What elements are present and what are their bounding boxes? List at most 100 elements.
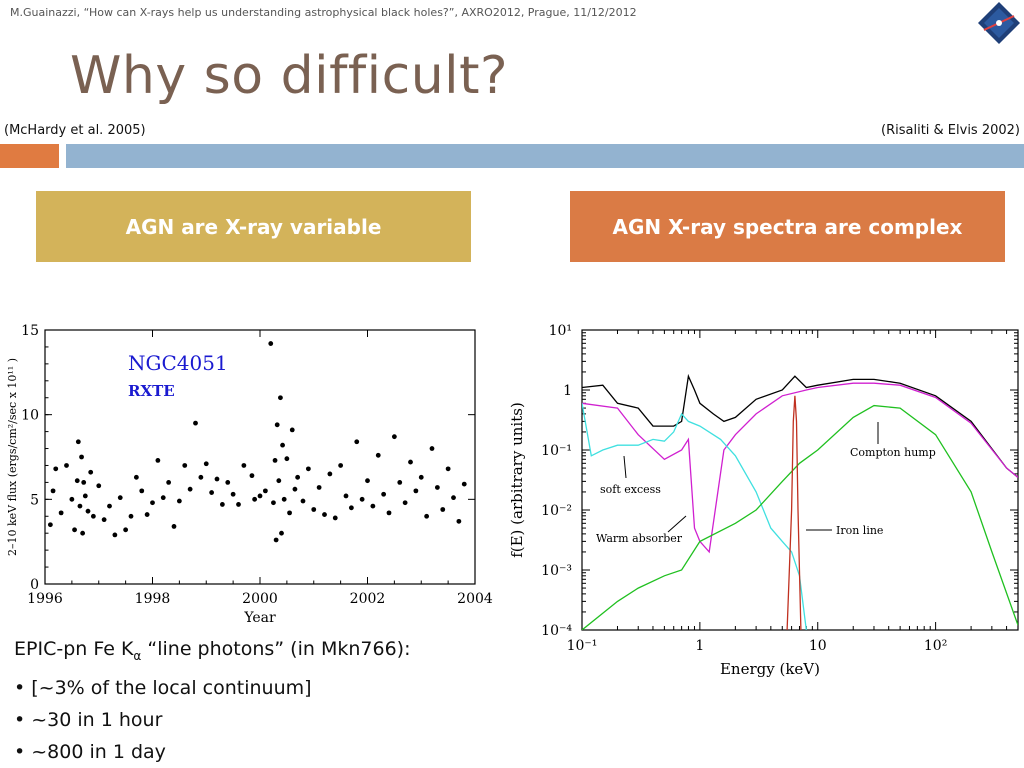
data-point [257,493,263,499]
accent-bar-blue [66,144,1024,168]
box-variability-label: AGN are X-ray variable [125,214,382,239]
box-variability: AGN are X-ray variable [36,191,471,262]
data-point [81,480,87,485]
data-point [53,466,59,472]
data-point [348,505,354,511]
y-tick-label: 1 [563,383,572,399]
data-point [176,498,182,504]
data-point [391,434,397,440]
data-point [271,500,276,506]
data-point [300,498,306,504]
data-point [85,508,91,514]
data-point [139,488,145,494]
data-point [144,512,150,517]
data-point [311,507,317,512]
data-point [225,480,231,485]
x-tick-label: 10⁻¹ [567,638,598,654]
data-point [252,496,258,502]
annotation-arrow [667,515,687,533]
data-point [82,493,88,499]
data-point [69,496,75,502]
data-point [429,446,435,451]
data-point [274,422,280,428]
spectrum-series-line [582,403,807,630]
data-point [249,473,255,479]
x-tick-label: 2002 [350,591,386,607]
data-point [365,478,370,484]
data-point [193,420,198,426]
data-point [117,495,123,501]
data-point [338,463,344,468]
data-point [418,474,424,480]
bullet-intro: EPIC-pn Fe Kα “line photons” (in Mkn766)… [14,633,410,672]
box-spectra: AGN X-ray spectra are complex [570,191,1005,262]
data-point [434,485,440,490]
data-point [281,496,287,502]
data-point [203,461,209,467]
data-point [440,507,446,512]
data-point [287,510,292,516]
data-point [276,478,282,484]
logo [976,0,1022,46]
data-point [214,476,220,482]
data-point [461,481,467,487]
data-point [47,522,53,528]
data-point [74,478,80,484]
data-point [155,457,161,463]
data-point [280,442,285,448]
data-point [456,518,462,524]
lightcurve-chart: 1996 1998 2000 2002 2004 0 5 10 15 Year 2–10 keV f… [0,318,500,628]
bullet-item: • ~30 in 1 hour [14,708,163,731]
data-point [402,500,408,506]
header-citation: M.Guainazzi, “How can X-rays help us und… [10,6,637,19]
spectrum-series-line [582,382,1018,554]
data-point [58,510,64,516]
data-point [305,466,311,472]
data-point [90,513,96,519]
data-point [187,486,193,492]
data-point [359,496,365,502]
y-axis-label: f(E) (arbitrary units) [508,402,526,558]
data-point [272,457,278,463]
annotation-arrow [623,455,627,479]
spectrum-series-line [786,395,802,630]
y-tick-label: 10⁻¹ [541,443,572,459]
data-point [370,503,376,509]
data-point [80,530,86,536]
data-point [262,488,268,494]
data-point [171,524,177,529]
plot-frame [44,329,476,585]
data-point [72,527,77,533]
data-point [166,480,172,485]
y-axis-label: 2–10 keV flux (ergs/cm²/sec x 10¹¹ ) [6,358,19,556]
data-point [316,485,322,490]
data-point [381,491,387,497]
data-point [209,490,215,495]
data-point [445,466,451,472]
y-tick-label: 10⁻³ [541,563,572,579]
x-axis-label: Year [243,610,276,626]
data-point [327,471,333,477]
data-point [182,463,188,468]
x-axis-label: Energy (keV) [720,660,820,678]
bullet-intro-suffix: “line photons” (in Mkn766): [141,638,411,660]
page-title: Why so difficult? [70,46,509,106]
bullet-intro-prefix: EPIC-pn Fe K [14,638,134,660]
data-point [101,517,107,523]
data-point [241,463,247,468]
data-point [408,459,413,465]
data-point [107,503,112,509]
data-point [236,502,241,507]
bullet-item: • ~800 in 1 day [14,740,166,763]
data-point [279,530,284,536]
x-tick-label: 1 [695,638,704,654]
y-tick-label: 10¹ [549,323,572,339]
box-spectra-label: AGN X-ray spectra are complex [612,214,963,239]
data-point [79,454,84,460]
data-point [150,500,155,506]
data-point [413,488,419,494]
y-tick-label: 5 [30,492,39,508]
bullet-list: EPIC-pn Fe Kα “line photons” (in Mkn766)… [14,633,410,768]
chart-annotation-instrument: RXTE [128,382,175,400]
data-point [160,495,166,501]
